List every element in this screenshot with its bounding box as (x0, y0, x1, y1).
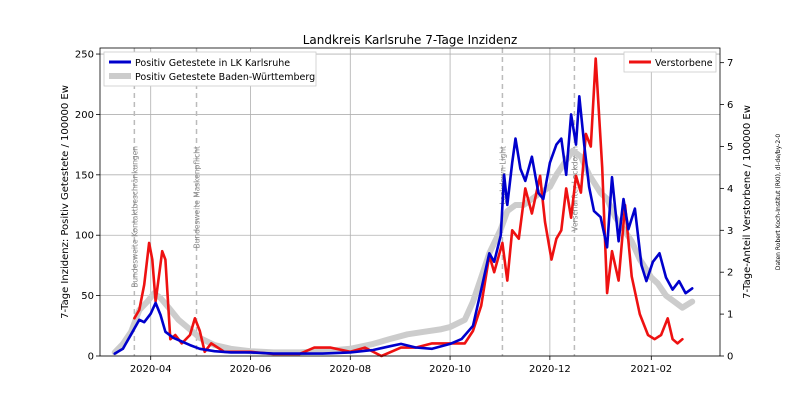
y-right-tick-label: 7 (727, 58, 733, 69)
y-left-tick-label: 200 (75, 110, 94, 121)
legend-label-lk-karlsruhe: Positiv Getestete in LK Karlsruhe (135, 58, 290, 69)
x-tick-label: 2020-10 (429, 364, 471, 375)
plot-frame (99, 47, 721, 357)
y-right-tick-label: 3 (727, 226, 733, 237)
y-axis-right-label: 7-Tage-Anteil Verstorbene / 100000 Ew (742, 105, 753, 299)
y-right-tick-label: 2 (727, 268, 733, 279)
series-lines (111, 57, 696, 358)
legend-label-bw: Positiv Getestete Baden-Württemberg (135, 72, 315, 83)
x-axis: 2020-04 2020-06 2020-08 2020-10 2020-12 2021-… (130, 356, 672, 375)
x-tick-label: 2020-04 (130, 364, 172, 375)
y-left-tick-label: 100 (75, 231, 94, 242)
legend-label-verstorbene: Verstorbene (655, 58, 713, 69)
legend-right-box (623, 51, 717, 73)
y-axis-left-label: 7-Tage Inzidenz: Positiv Getestete / 100… (60, 85, 71, 319)
series-line (133, 57, 684, 358)
y-axis-left: 0 50 100 150 200 250 (75, 50, 100, 363)
y-axis-right: 0 1 2 3 4 5 6 7 (720, 58, 733, 363)
annotation-label: Bundesweite Kontaktbeschränkungen (130, 146, 139, 288)
x-tick-label: 2020-12 (529, 364, 571, 375)
y-left-tick-label: 250 (75, 50, 94, 61)
y-right-tick-label: 4 (727, 184, 733, 195)
y-right-tick-label: 6 (727, 100, 733, 111)
y-right-tick-label: 5 (727, 142, 733, 153)
annotation-label: Bundesweite Maskenpflicht (193, 146, 202, 249)
annotations: Bundesweite Kontaktbeschränkungen Bundesw… (130, 48, 579, 356)
legend-left-box (103, 51, 317, 87)
y-right-tick-label: 1 (727, 310, 733, 321)
data-credit: Daten Robert Koch-Institut (RKI), dl-de/… (775, 134, 782, 270)
x-tick-label: 2021-02 (630, 364, 672, 375)
y-left-tick-label: 0 (88, 352, 94, 363)
y-left-tick-label: 150 (75, 170, 94, 181)
series-line (113, 95, 694, 355)
chart-title: Landkreis Karlsruhe 7-Tage Inzidenz (303, 33, 518, 47)
x-tick-label: 2020-08 (329, 364, 371, 375)
y-left-tick-label: 50 (81, 291, 94, 302)
legend-right: Verstorbene (623, 51, 717, 73)
x-tick-label: 2020-06 (230, 364, 272, 375)
y-right-tick-label: 0 (727, 352, 733, 363)
legend-left: Positiv Getestete in LK Karlsruhe Positi… (103, 51, 317, 87)
